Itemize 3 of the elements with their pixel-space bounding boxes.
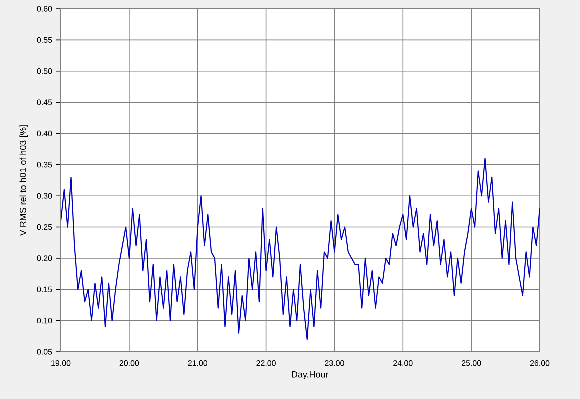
y-axis-title: V RMS rel to h01 of h03 [%] [20, 126, 28, 236]
x-axis-title: Day.Hour [292, 372, 329, 380]
line-series [61, 158, 540, 340]
